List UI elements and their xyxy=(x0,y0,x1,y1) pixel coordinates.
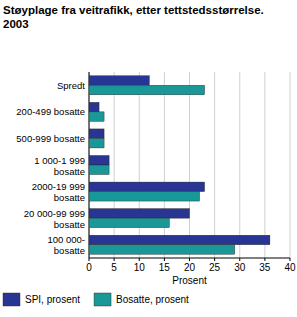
grid-line xyxy=(214,72,215,258)
category-label-line: 1 000-1 999 xyxy=(34,155,85,166)
tick-label: 10 xyxy=(134,262,146,273)
grid-line xyxy=(189,72,190,258)
category-label-line: bosatte xyxy=(54,245,85,256)
category-label-line: Spredt xyxy=(57,80,85,91)
bar xyxy=(89,235,270,245)
category-label-line: 20 000-99 999 xyxy=(24,208,85,219)
bar xyxy=(89,102,99,112)
category-label-line: 500-999 bosatte xyxy=(16,133,85,144)
category-label: 500-999 bosatte xyxy=(16,133,85,144)
legend-label: Bosatte, prosent xyxy=(116,294,189,305)
bar xyxy=(89,192,200,202)
bar xyxy=(89,129,104,139)
category-label: 20 000-99 999bosatte xyxy=(24,208,85,230)
tick-label: 5 xyxy=(111,262,117,273)
tick-label: 0 xyxy=(86,262,92,273)
grid-line xyxy=(139,72,140,258)
legend-swatch xyxy=(3,293,20,306)
axis-label: Prosent xyxy=(172,275,207,286)
category-label: Spredt xyxy=(57,80,85,91)
category-label: 2000-19 999bosatte xyxy=(32,181,85,203)
bar xyxy=(89,245,235,255)
category-label-line: bosatte xyxy=(54,219,85,230)
tick-label: 40 xyxy=(284,262,296,273)
bar xyxy=(89,218,169,228)
bar xyxy=(89,165,109,175)
tick-label: 25 xyxy=(209,262,221,273)
grid-line xyxy=(264,72,265,258)
tick-label: 15 xyxy=(159,262,171,273)
bars xyxy=(89,76,270,254)
title: Støyplage fra veitrafikk, etter tettsted… xyxy=(3,3,288,31)
bar xyxy=(89,138,104,148)
grid-line xyxy=(239,72,240,258)
bar xyxy=(89,112,104,122)
legend-label: SPI, prosent xyxy=(25,294,80,305)
category-label-line: 100 000- xyxy=(47,234,85,245)
grid-line xyxy=(164,72,165,258)
category-label-line: bosatte xyxy=(54,192,85,203)
tick-label: 20 xyxy=(184,262,196,273)
bar xyxy=(89,156,109,166)
bar xyxy=(89,209,190,219)
bar xyxy=(89,182,205,192)
grid-line xyxy=(290,72,291,258)
legend-swatch xyxy=(94,293,111,306)
tick-label: 30 xyxy=(234,262,246,273)
chart: 0 5 10 15 20 25 30 35 40 Spredt 200-499 bosatte 500… xyxy=(0,0,297,317)
category-label-line: 200-499 bosatte xyxy=(16,106,85,117)
tick-label: 35 xyxy=(259,262,271,273)
category-label: 100 000-bosatte xyxy=(47,234,85,256)
bar xyxy=(89,76,149,86)
category-label: 1 000-1 999bosatte xyxy=(34,155,85,177)
grid-line xyxy=(114,72,115,258)
category-label-line: 2000-19 999 xyxy=(32,181,85,192)
bar xyxy=(89,85,205,95)
category-label-line: bosatte xyxy=(54,166,85,177)
x-axis xyxy=(89,258,290,259)
category-label: 200-499 bosatte xyxy=(16,106,85,117)
